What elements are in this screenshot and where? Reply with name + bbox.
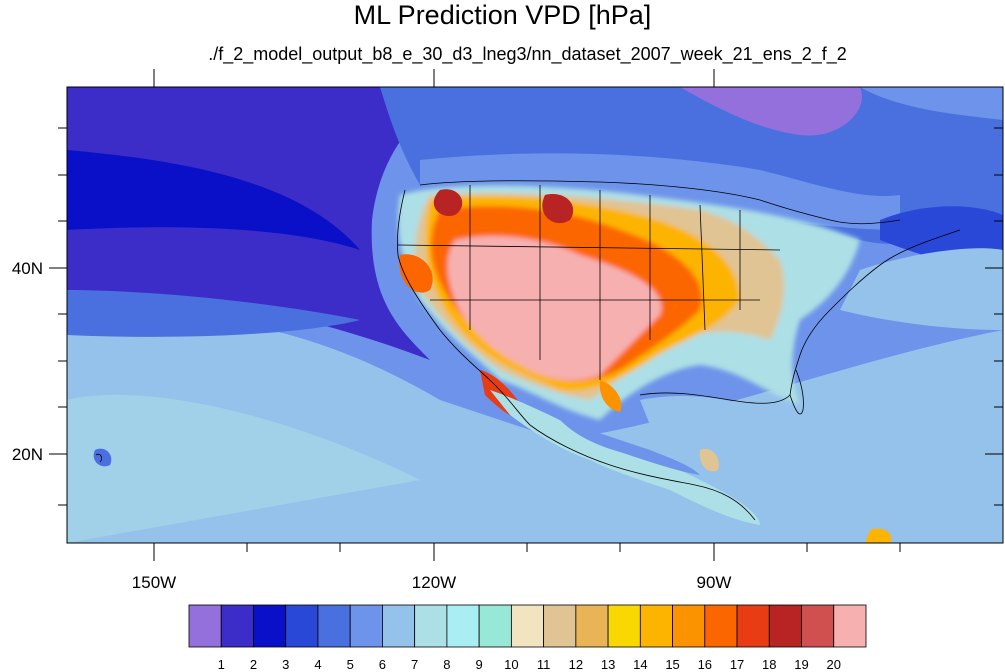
colorbar-swatch (446, 604, 480, 648)
colorbar-label: 4 (314, 657, 321, 672)
field-mexico-blue (560, 420, 700, 475)
colorbar-swatch (543, 604, 577, 648)
colorbar-label: 10 (504, 657, 518, 672)
field-atlantic-light (840, 248, 1003, 330)
field-yucatan (699, 448, 719, 472)
colorbar-swatch (607, 604, 641, 648)
colorbar-swatch (704, 604, 738, 648)
colorbar-label: 7 (411, 657, 418, 672)
colorbar-swatch (317, 604, 351, 648)
lon-label-150w: 150W (132, 573, 176, 592)
hot-band-tx (599, 380, 622, 412)
colorbar-swatch (510, 604, 545, 648)
colorbar-label: 12 (569, 657, 583, 672)
vpd-field (67, 87, 1003, 543)
plot-frame (66, 86, 1004, 544)
colorbar-label: 11 (537, 657, 551, 672)
lat-label-40n: 40N (12, 259, 43, 278)
field-ne-corner (860, 87, 1003, 120)
colorbar-label: 18 (762, 657, 776, 672)
field-pacific-core (67, 150, 360, 250)
field-southwest-cyan (67, 394, 420, 543)
hot-spot-mt (542, 194, 574, 224)
field-pacific-mid (67, 290, 360, 337)
lon-label-120w: 120W (412, 573, 456, 592)
colorbar-swatch (382, 604, 416, 648)
colorbar-swatch (414, 604, 448, 648)
lat-label-20n: 20N (12, 445, 43, 464)
map-subtitle: ./f_2_model_output_b8_e_30_d3_lneg3/nn_d… (208, 44, 847, 64)
colorbar-label: 13 (601, 657, 615, 672)
colorbar-label: 3 (282, 657, 289, 672)
colorbar-swatch (672, 604, 706, 648)
colorbar: 1 2 3 4 5 6 7 8 9 10 11 12 13 14 15 16 17 18 19 20 (188, 604, 867, 672)
colorbar-swatch (220, 604, 254, 648)
colorbar-label: 20 (827, 657, 841, 672)
colorbar-label: 1 (218, 657, 225, 672)
colorbar-swatch (478, 604, 512, 648)
colorbar-label: 6 (379, 657, 386, 672)
field-gulf (640, 395, 784, 450)
colorbar-label: 2 (250, 657, 257, 672)
field-mexico (490, 390, 760, 525)
field-canada-south (420, 153, 900, 230)
colorbar-swatch (253, 604, 287, 648)
colorbar-swatch (801, 604, 835, 648)
colorbar-swatch (639, 604, 673, 648)
axis-ticks (49, 69, 1003, 561)
colorbar-label: 16 (698, 657, 712, 672)
colorbar-swatch (768, 604, 802, 648)
field-us-land (398, 185, 860, 420)
hot-spot-caribbean (865, 528, 892, 543)
map-title: ML Prediction VPD [hPa] (353, 0, 652, 30)
field-hawaii (93, 448, 112, 467)
colorbar-swatch (833, 604, 867, 648)
colorbar-label: 9 (476, 657, 483, 672)
hot-spot-wa (433, 189, 463, 216)
boundaries (95, 180, 961, 521)
colorbar-label: 5 (347, 657, 354, 672)
colorbar-label: 15 (665, 657, 679, 672)
colorbar-swatch (575, 604, 609, 648)
hot-spot-ca-north (399, 254, 433, 293)
field-hudson-purple (680, 87, 862, 136)
colorbar-swatch (285, 604, 319, 648)
colorbar-label: 8 (443, 657, 450, 672)
colorbar-swatch (349, 604, 383, 648)
colorbar-swatch (736, 604, 770, 648)
lon-label-90w: 90W (697, 573, 732, 592)
colorbar-label: 19 (794, 657, 808, 672)
colorbar-label: 14 (633, 657, 647, 672)
colorbar-swatch (188, 604, 222, 648)
colorbar-label: 17 (730, 657, 744, 672)
